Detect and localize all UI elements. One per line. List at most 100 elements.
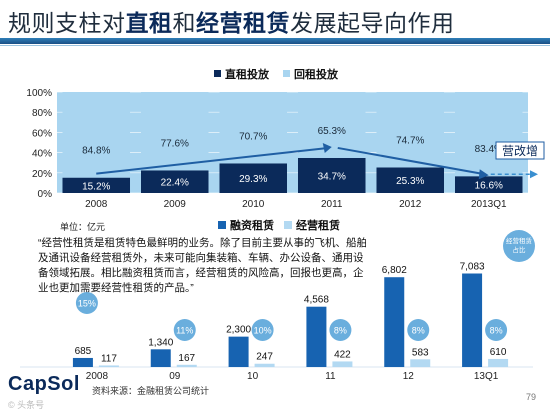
bar-financing	[384, 277, 405, 367]
ratio-badge-label: 11%	[176, 326, 193, 336]
data-label-financing: 6,802	[382, 265, 407, 276]
unit-label: 单位：亿元	[60, 222, 106, 232]
bar-financing	[150, 349, 171, 367]
bar-financing	[228, 336, 249, 367]
bar-leaseback	[376, 92, 445, 168]
x-tick-label: 2013Q1	[471, 199, 507, 210]
bar-operating	[176, 364, 197, 367]
legend-label-leaseback: 回租投放	[294, 67, 339, 81]
direct-leaseback-chart: 0% 20% 40% 60% 80% 100% 15.2% 84.8% 2008 22.4% 77.…	[26, 67, 545, 210]
data-label-direct: 25.3%	[396, 176, 424, 187]
data-label-operating: 583	[412, 347, 429, 358]
ratio-badge-label: 8%	[412, 326, 425, 336]
bar-operating	[98, 365, 119, 367]
slide-title: 规则支柱对直租和经营租赁发展起导向作用	[8, 10, 455, 36]
data-label-operating: 167	[178, 353, 195, 364]
y-tick-label: 0%	[38, 189, 53, 200]
quote-text: “经营性租赁是租赁特色最鲜明的业务。除了目前主要从事的飞机、船舶及通讯设备经营租…	[38, 237, 367, 294]
x-tick-label: 2011	[321, 199, 343, 210]
legend-label-operating: 经营租赁	[296, 218, 340, 232]
bar-leaseback	[62, 92, 131, 178]
ratio-badge-label: 8%	[490, 326, 503, 336]
ratio-badge	[407, 319, 430, 341]
data-label-leaseback: 74.7%	[396, 135, 424, 146]
data-label-financing: 1,340	[148, 337, 173, 348]
x-tick-label: 11	[325, 371, 336, 382]
data-label-operating: 610	[490, 347, 507, 358]
bar-operating	[488, 358, 509, 367]
y-tick-label: 60%	[32, 128, 52, 139]
bar-direct	[297, 157, 366, 193]
x-tick-label: 2012	[399, 199, 422, 210]
ratio-badge	[251, 319, 274, 341]
data-label-leaseback: 70.7%	[239, 131, 267, 142]
y-tick-label: 20%	[32, 169, 52, 180]
dashed-arrowhead	[530, 170, 538, 179]
ratio-badge-label: 10%	[254, 326, 272, 336]
x-tick-label: 2008	[85, 199, 108, 210]
data-label-direct: 15.2%	[82, 181, 110, 192]
data-label-direct: 29.3%	[239, 174, 267, 185]
data-label-leaseback: 65.3%	[318, 126, 346, 137]
bar-leaseback	[140, 92, 209, 171]
annotation-box	[495, 141, 545, 160]
plot-background	[57, 92, 528, 193]
data-label-leaseback: 84.8%	[82, 146, 110, 157]
x-tick-label: 09	[169, 371, 181, 382]
ratio-badge	[329, 319, 352, 341]
data-label-operating: 117	[101, 353, 117, 364]
bar-leaseback	[454, 92, 523, 177]
bar-operating	[410, 359, 431, 367]
bar-direct	[376, 167, 445, 193]
page-number: 79	[525, 392, 536, 402]
data-label-direct: 34.7%	[318, 171, 346, 182]
legend-label-direct: 直租投放	[225, 67, 270, 81]
trend-line-down	[337, 146, 485, 176]
trend-line-up	[96, 146, 328, 175]
x-tick-label: 13Q1	[474, 371, 499, 382]
capsol-logo: CapSol	[8, 373, 80, 395]
legend-swatch-financing	[218, 221, 226, 229]
legend-swatch-operating	[284, 221, 292, 229]
bar-financing	[306, 306, 327, 367]
ratio-badge	[75, 292, 98, 314]
data-label-financing: 4,568	[304, 295, 329, 306]
data-label-direct: 16.6%	[475, 181, 503, 192]
bar-operating	[254, 363, 275, 367]
y-tick-label: 100%	[26, 88, 52, 99]
title-rule-thin	[0, 45, 550, 46]
data-label-leaseback: 77.6%	[161, 138, 189, 149]
watermark: © 头条号	[8, 400, 45, 410]
ratio-badge	[485, 319, 508, 341]
data-label-direct: 22.4%	[161, 178, 189, 189]
bar-financing	[72, 357, 93, 367]
source-note: 资料来源：金融租赁公司统计	[92, 386, 210, 396]
bar-direct	[62, 177, 131, 193]
data-label-operating: 422	[334, 349, 351, 360]
ratio-badge-label: 8%	[334, 326, 347, 336]
title-rule	[0, 38, 550, 44]
bar-leaseback	[297, 92, 366, 158]
annotation-text: 营改增	[502, 144, 538, 158]
legend-label-financing: 融资租赁	[230, 218, 274, 232]
x-tick-label: 2008	[86, 371, 109, 382]
data-label-financing: 685	[75, 346, 92, 357]
data-label-leaseback: 83.4%	[475, 144, 503, 155]
ratio-badge	[173, 319, 196, 341]
x-tick-label: 2010	[242, 199, 265, 210]
legend-swatch-leaseback	[283, 70, 290, 77]
bar-financing	[462, 273, 483, 367]
data-label-operating: 247	[256, 352, 273, 363]
bar-leaseback	[219, 92, 288, 164]
data-label-financing: 2,300	[226, 325, 251, 336]
bar-operating	[332, 361, 353, 367]
legend-swatch-direct	[214, 70, 221, 77]
ratio-badge-label: 15%	[78, 299, 96, 309]
x-tick-label: 2009	[164, 199, 187, 210]
bar-direct	[219, 163, 288, 193]
x-tick-label: 10	[247, 371, 259, 382]
bar-direct	[454, 176, 523, 193]
y-tick-label: 80%	[32, 108, 52, 119]
x-tick-label: 12	[403, 371, 415, 382]
